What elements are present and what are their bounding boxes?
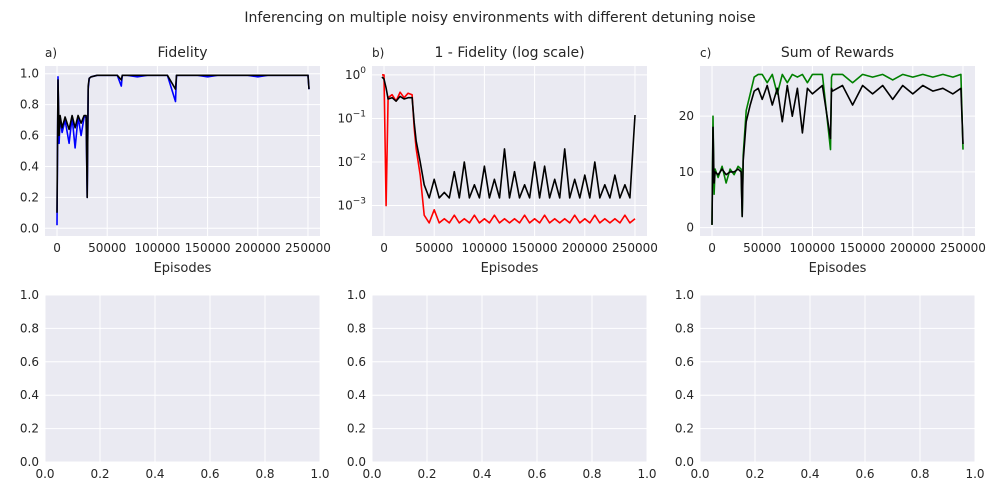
x-tick-label: 0 [380,241,388,255]
x-tick-label: 0.6 [527,467,546,481]
x-tick-label: 1.0 [637,467,656,481]
panel-title: Sum of Rewards [781,45,894,61]
panel-title: Fidelity [158,45,208,61]
x-tick-label: 100000 [462,241,508,255]
y-tick-label: 10−2 [337,153,366,169]
chart-panel-2: 0 50000 100000 150000 200000 250000 10−3 10−2 10… [337,45,657,276]
series-line-2 [711,84,964,225]
x-tick-label: 0.2 [90,467,109,481]
y-tick-label: 0.6 [20,129,39,143]
y-tick-label: 0.2 [347,422,366,436]
x-tick-label: 0.2 [417,467,436,481]
x-tick-label: 0.8 [910,467,929,481]
figure-suptitle: Inferencing on multiple noisy environmen… [244,10,755,26]
y-tick-label: 0.6 [20,355,39,369]
x-tick-label: 0.4 [472,467,491,481]
y-tick-label: 0.2 [20,190,39,204]
x-tick-label: 0.0 [690,467,709,481]
series-line-2 [381,76,636,199]
x-tick-label: 0.6 [855,467,874,481]
x-tick-label: 0.6 [200,467,219,481]
x-tick-label: 0.8 [255,467,274,481]
y-tick-label: 0.8 [20,321,39,335]
x-tick-label: 100000 [790,241,836,255]
y-tick-label: 20 [679,109,694,123]
chart-panel-4: 0.0 0.2 0.4 0.6 0.8 1.0 0.0 0.2 0.4 0.6 0.8 1.0 [20,288,330,481]
y-tick-label: 0 [686,221,694,235]
y-tick-label: 0.6 [675,355,694,369]
y-tick-label: 100 [345,66,366,82]
x-tick-label: 0 [708,241,716,255]
y-tick-label: 0.8 [20,98,39,112]
x-tick-label: 0.0 [362,467,381,481]
y-tick-label: 1.0 [20,288,39,302]
x-tick-label: 0.2 [745,467,764,481]
y-tick-label: 0.8 [347,321,366,335]
x-tick-label: 250000 [612,241,658,255]
x-tick-label: 100000 [135,241,181,255]
axes-background [45,66,320,236]
panel-letter: b) [372,46,384,60]
x-tick-label: 50000 [743,241,781,255]
axes-background [700,66,975,236]
y-tick-label: 0.4 [20,388,39,402]
x-tick-label: 50000 [415,241,453,255]
x-tick-label: 150000 [840,241,886,255]
y-tick-label: 0.2 [675,422,694,436]
x-tick-label: 200000 [235,241,281,255]
x-axis-label: Episodes [809,261,867,276]
y-tick-label: 10 [679,165,694,179]
x-tick-label: 0 [53,241,61,255]
y-tick-label: 0.4 [347,388,366,402]
y-tick-label: 1.0 [20,67,39,81]
y-tick-label: 0.0 [675,455,694,469]
x-tick-label: 0.4 [145,467,164,481]
y-tick-label: 0.2 [20,422,39,436]
x-tick-label: 150000 [185,241,231,255]
chart-panel-6: 0.0 0.2 0.4 0.6 0.8 1.0 0.0 0.2 0.4 0.6 0.8 1.0 [675,288,985,481]
axes-background [372,66,647,236]
y-tick-label: 1.0 [675,288,694,302]
y-tick-label: 1.0 [347,288,366,302]
panels: 0 50000 100000 150000 200000 2500000.00.20.40… [20,45,986,481]
x-tick-label: 250000 [940,241,986,255]
chart-panel-1: 0 50000 100000 150000 200000 250000 0.0 0.2 0.4 0… [20,45,331,276]
x-tick-label: 0.0 [35,467,54,481]
x-tick-label: 1.0 [310,467,329,481]
chart-panel-5: 0.0 0.2 0.4 0.6 0.8 1.0 0.0 0.2 0.4 0.6 0.8 1.0 [347,288,657,481]
x-axis-label: Episodes [154,261,212,276]
series-line-2 [56,74,310,213]
y-tick-label: 0.6 [347,355,366,369]
x-tick-label: 1.0 [965,467,984,481]
y-tick-label: 0.8 [675,321,694,335]
x-tick-label: 200000 [890,241,936,255]
chart-panel-3: 0 50000 100000 150000 200000 250000 0 10 20 Sum o… [679,45,986,276]
y-tick-label: 0.0 [347,455,366,469]
y-tick-label: 0.4 [675,388,694,402]
x-tick-label: 0.8 [582,467,601,481]
panel-letter: a) [45,46,57,60]
axes-background [372,295,647,462]
y-tick-label: 0.0 [20,221,39,235]
axes-background [700,295,975,462]
y-tick-label: 10−3 [337,197,366,213]
x-tick-label: 150000 [512,241,558,255]
panel-letter: c) [700,46,711,60]
panel-title: 1 - Fidelity (log scale) [434,45,584,61]
x-tick-label: 250000 [285,241,331,255]
x-axis-label: Episodes [481,261,539,276]
x-tick-label: 50000 [88,241,126,255]
x-tick-label: 0.4 [800,467,819,481]
x-tick-label: 200000 [562,241,608,255]
y-tick-label: 0.4 [20,159,39,173]
axes-background [45,295,320,462]
y-tick-label: 10−1 [337,109,366,125]
y-tick-label: 0.0 [20,455,39,469]
